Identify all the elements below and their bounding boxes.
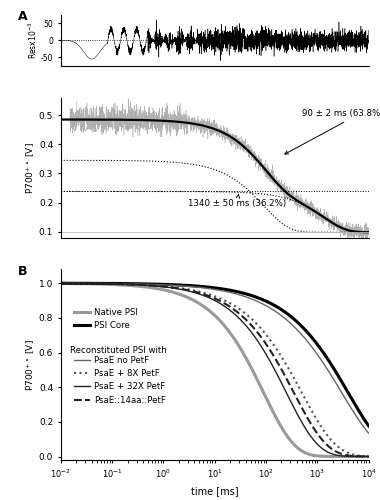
- Text: Reconstituted PSI with: Reconstituted PSI with: [70, 346, 167, 354]
- Text: 90 ± 2 ms (63.8%) β = 0.9: 90 ± 2 ms (63.8%) β = 0.9: [285, 109, 380, 154]
- X-axis label: time [ms]: time [ms]: [191, 486, 239, 496]
- Text: 1340 ± 50 ms (36.2%): 1340 ± 50 ms (36.2%): [188, 194, 286, 208]
- Y-axis label: P700$^{+\bullet}$ [V]: P700$^{+\bullet}$ [V]: [25, 338, 37, 390]
- Y-axis label: Resx10$^{-3}$: Resx10$^{-3}$: [27, 22, 39, 60]
- Text: B: B: [18, 266, 27, 278]
- Y-axis label: P700$^{+\bullet}$ [V]: P700$^{+\bullet}$ [V]: [25, 142, 37, 194]
- Text: A: A: [18, 10, 27, 23]
